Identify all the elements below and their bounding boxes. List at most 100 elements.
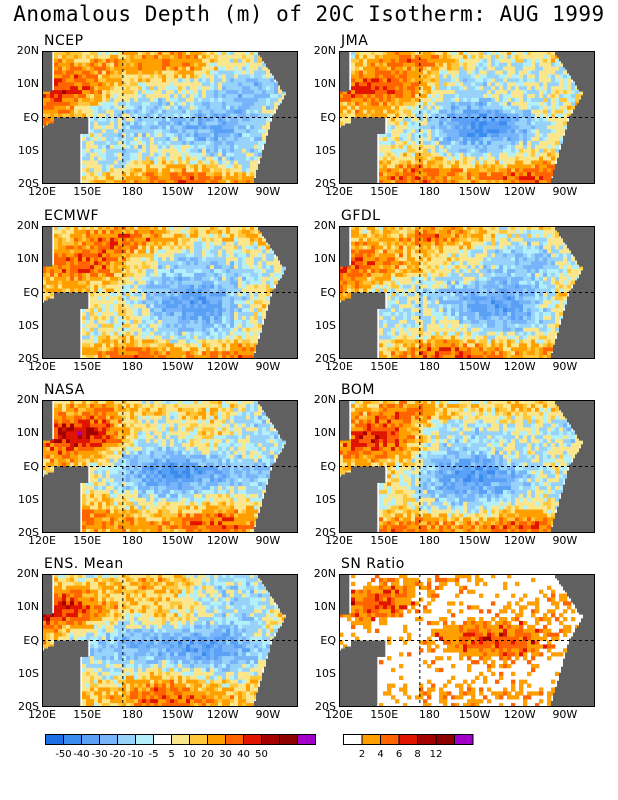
map-cell xyxy=(174,160,179,165)
map-cell xyxy=(78,288,83,293)
map-cell xyxy=(106,66,111,71)
map-cell xyxy=(150,90,155,95)
map-cell xyxy=(222,78,227,83)
map-cell xyxy=(74,70,79,75)
map-cell xyxy=(198,237,203,242)
map-cell xyxy=(158,78,163,83)
map-cell xyxy=(158,160,163,165)
map-cell xyxy=(519,144,524,150)
map-cell xyxy=(106,137,111,142)
map-cell xyxy=(114,331,119,336)
map-cell xyxy=(238,58,243,64)
map-cell xyxy=(82,152,87,157)
map-cell xyxy=(371,70,376,75)
map-cell xyxy=(154,261,159,266)
map-cell xyxy=(174,164,179,169)
map-cell xyxy=(238,312,243,317)
map-cell xyxy=(94,105,99,111)
map-cell xyxy=(154,78,159,83)
map-cell xyxy=(379,105,384,111)
map-cell xyxy=(214,156,219,161)
map-cell xyxy=(130,137,135,142)
map-cell xyxy=(130,304,135,309)
map-cell xyxy=(467,62,472,67)
map-cell xyxy=(363,70,368,75)
map-cell xyxy=(523,101,528,107)
map-cell xyxy=(403,51,408,56)
map-cell xyxy=(447,125,452,130)
map-cell xyxy=(214,94,219,99)
map-cell xyxy=(467,54,472,60)
map-cell xyxy=(174,172,179,177)
map-cell xyxy=(266,101,271,107)
map-cell xyxy=(206,105,211,111)
map-cell xyxy=(138,269,143,274)
map-cell xyxy=(431,105,436,111)
map-cell xyxy=(459,152,464,157)
map-cell xyxy=(138,78,143,83)
map-cell xyxy=(46,113,51,118)
map-cell xyxy=(543,70,548,75)
map-cell xyxy=(142,144,147,150)
map-cell xyxy=(82,62,87,67)
map-cell xyxy=(86,323,91,329)
map-cell xyxy=(66,82,71,87)
map-cell xyxy=(246,168,251,173)
map-cell xyxy=(154,284,159,289)
map-cell xyxy=(471,117,476,122)
map-cell xyxy=(399,97,404,103)
map-cell xyxy=(515,105,520,111)
map-cell xyxy=(74,265,79,270)
map-cell xyxy=(523,140,528,146)
map-cell xyxy=(527,172,532,177)
map-cell xyxy=(142,280,147,286)
map-cell xyxy=(527,70,532,75)
map-cell xyxy=(166,51,171,56)
map-cell xyxy=(114,156,119,161)
map-cell xyxy=(250,90,255,95)
map-cell xyxy=(218,156,223,161)
map-cell xyxy=(246,66,251,71)
map-cell xyxy=(126,113,131,118)
map-cell xyxy=(170,172,175,177)
map-cell xyxy=(158,117,163,122)
map-cell xyxy=(427,172,432,177)
map-cell xyxy=(166,292,171,297)
map-cell xyxy=(471,180,476,184)
map-cell xyxy=(535,129,540,134)
map-cell xyxy=(182,117,187,122)
map-cell xyxy=(387,54,392,60)
map-cell xyxy=(459,133,464,138)
map-cell xyxy=(246,284,251,289)
map-cell xyxy=(142,233,147,239)
map-cell xyxy=(455,66,460,71)
map-cell xyxy=(443,113,448,118)
map-cell xyxy=(423,117,428,122)
map-cell xyxy=(154,272,159,278)
map-cell xyxy=(218,327,223,332)
map-cell xyxy=(102,152,107,157)
map-cell xyxy=(182,226,187,231)
map-cell xyxy=(523,168,528,173)
map-cell xyxy=(415,137,420,142)
map-cell xyxy=(154,292,159,297)
map-cell xyxy=(487,58,492,64)
map-cell xyxy=(186,148,191,154)
map-cell xyxy=(234,164,239,169)
map-cell xyxy=(98,90,103,95)
map-cell xyxy=(395,144,400,150)
longitude-label: 150W xyxy=(162,185,194,198)
map-cell xyxy=(539,86,544,91)
map-cell xyxy=(479,54,484,60)
map-cell xyxy=(142,148,147,154)
map-cell xyxy=(182,156,187,161)
map-cell xyxy=(254,113,259,118)
map-cell xyxy=(399,51,404,56)
map-cell xyxy=(206,323,211,329)
map-cell xyxy=(130,284,135,289)
map-cell xyxy=(174,284,179,289)
map-cell xyxy=(162,148,167,154)
map-cell xyxy=(158,319,163,325)
map-cell xyxy=(186,300,191,305)
map-cell xyxy=(387,105,392,111)
